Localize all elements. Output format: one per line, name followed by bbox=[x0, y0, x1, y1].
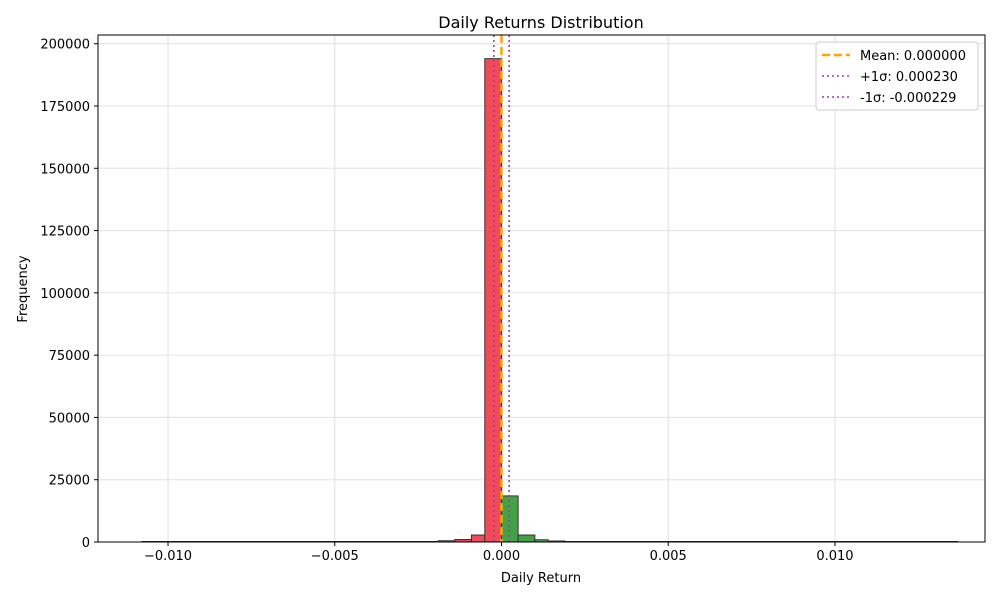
histogram-bar bbox=[470, 534, 486, 543]
reference-lines-layer bbox=[493, 35, 510, 542]
grid-layer bbox=[98, 35, 985, 543]
y-tick-label: 100000 bbox=[40, 287, 90, 302]
legend: Mean: 0.000000 +1σ: 0.000230 -1σ: -0.00022… bbox=[815, 41, 979, 111]
legend-label: Mean: 0.000000 bbox=[860, 49, 966, 64]
y-tick-label: 125000 bbox=[40, 225, 90, 240]
x-axis-ticks: −0.010 −0.005 0.000 0.005 0.010 bbox=[144, 542, 854, 564]
legend-label: +1σ: 0.000230 bbox=[860, 70, 958, 85]
x-tick-label: 0.000 bbox=[483, 549, 520, 564]
y-tick-label: 25000 bbox=[49, 474, 90, 489]
x-axis-label: Daily Return bbox=[501, 571, 581, 586]
y-tick-label: 75000 bbox=[49, 349, 90, 364]
y-tick-label: 0 bbox=[82, 536, 90, 551]
x-tick-label: 0.005 bbox=[650, 549, 687, 564]
y-axis-ticks: 0 25000 50000 75000 100000 125000 150000 175000… bbox=[40, 38, 98, 551]
y-tick-label: 200000 bbox=[40, 38, 90, 53]
chart-title: Daily Returns Distribution bbox=[438, 13, 643, 32]
y-tick-label: 175000 bbox=[40, 100, 90, 115]
y-axis-label: Frequency bbox=[16, 255, 31, 322]
histogram-bar bbox=[517, 534, 536, 543]
x-tick-label: −0.010 bbox=[144, 549, 192, 564]
legend-items: Mean: 0.000000 +1σ: 0.000230 -1σ: -0.00022… bbox=[822, 49, 966, 106]
legend-label: -1σ: -0.000229 bbox=[860, 91, 956, 106]
legend-box bbox=[815, 41, 979, 111]
x-tick-label: −0.005 bbox=[311, 549, 359, 564]
bars-layer bbox=[141, 58, 959, 543]
plot-frame bbox=[97, 34, 986, 543]
y-tick-label: 150000 bbox=[40, 162, 90, 177]
y-tick-label: 50000 bbox=[49, 411, 90, 426]
x-tick-label: 0.010 bbox=[816, 549, 853, 564]
